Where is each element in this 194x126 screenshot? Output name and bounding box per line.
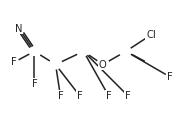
Text: Cl: Cl (146, 30, 156, 40)
Text: F: F (32, 79, 37, 89)
Text: O: O (99, 60, 107, 70)
Text: F: F (77, 91, 82, 101)
Text: F: F (58, 91, 63, 101)
Text: F: F (11, 57, 17, 67)
Text: N: N (15, 24, 23, 34)
Text: F: F (106, 91, 111, 101)
Text: F: F (125, 91, 131, 101)
Text: F: F (167, 72, 173, 82)
